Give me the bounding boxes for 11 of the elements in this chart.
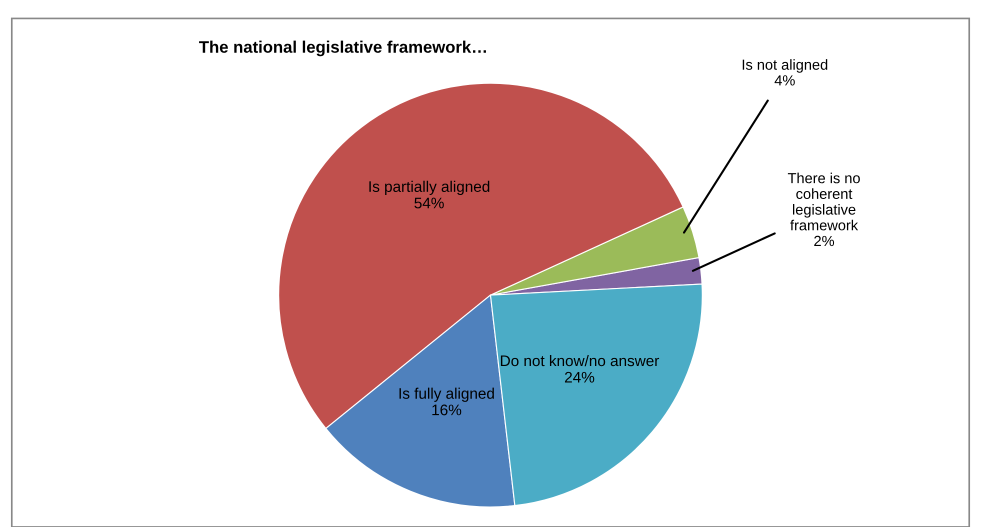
data-label: 2% — [814, 236, 834, 246]
data-label: 54% — [414, 198, 444, 208]
data-label: 24% — [564, 372, 594, 383]
slice-label: There is no coherent legislative framework — [788, 172, 860, 230]
data-label: 16% — [432, 404, 462, 416]
slice-label: Is fully aligned — [399, 388, 494, 402]
slice-label: Is not aligned — [742, 59, 828, 73]
slice-label: Is partially aligned — [369, 180, 490, 195]
slice-label: Do not know/no answer — [500, 354, 660, 366]
data-label: 4% — [774, 75, 795, 86]
chart-title: The national legislative framework… — [199, 40, 486, 56]
